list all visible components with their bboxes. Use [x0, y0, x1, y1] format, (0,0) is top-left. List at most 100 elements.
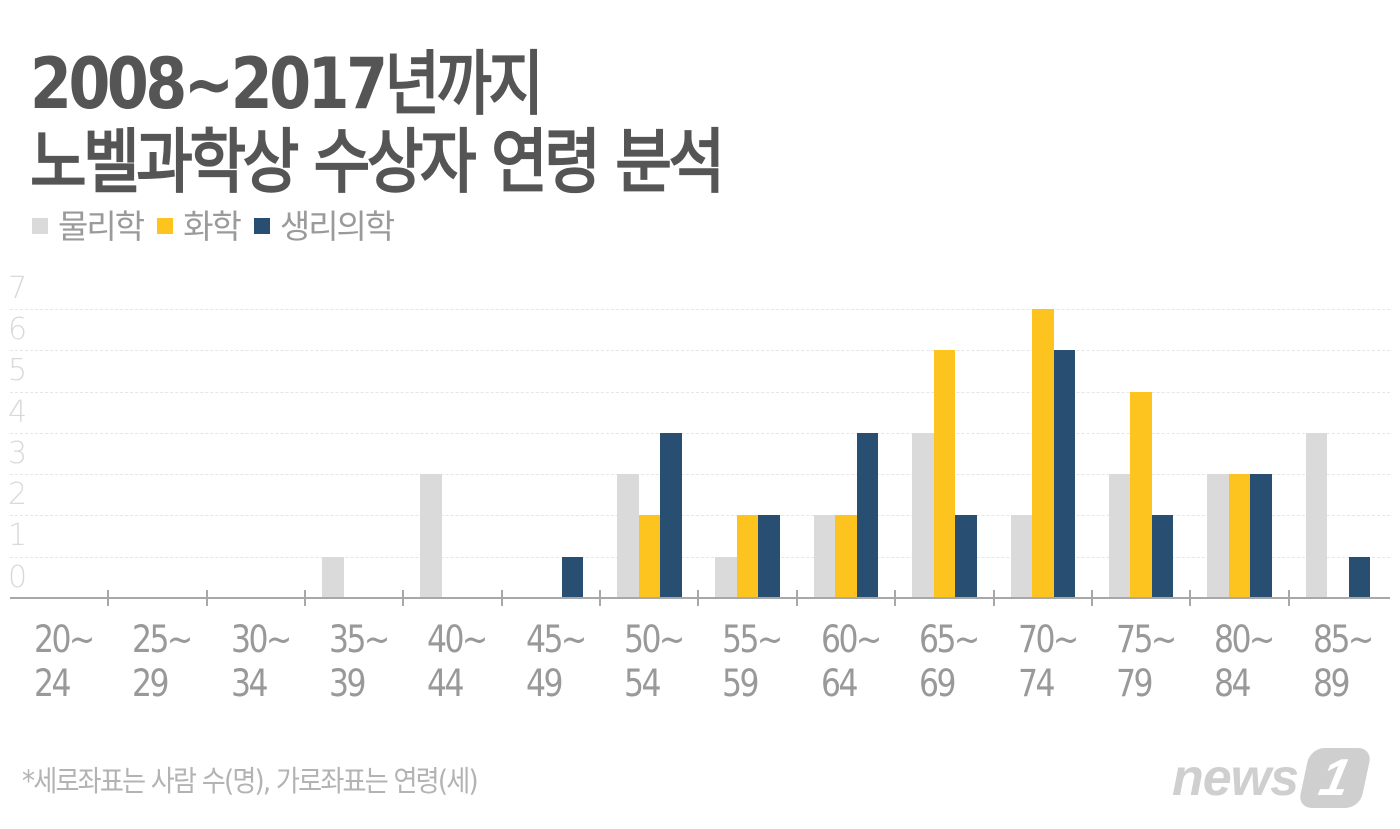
x-tick-label-start: 60~ — [820, 618, 882, 661]
x-tick-label: 35~ 39 — [329, 618, 390, 706]
bar-50~54-series-0 — [617, 474, 639, 598]
legend-label-physics: 물리학 — [58, 207, 145, 246]
y-tick-label: 5 — [8, 353, 28, 389]
news1-logo: news 1 — [1172, 748, 1373, 808]
bar-80~84-series-0 — [1207, 474, 1229, 598]
x-axis-tick — [1090, 590, 1093, 606]
y-tick-label: 3 — [8, 435, 28, 471]
x-tick-label-end: 69 — [919, 662, 956, 705]
bar-70~74-series-0 — [1010, 515, 1032, 598]
x-tick-label-start: 40~ — [427, 618, 488, 661]
bar-55~59-series-0 — [715, 556, 737, 598]
x-tick-label-end: 59 — [722, 662, 759, 705]
legend-item-medicine: 생리의학 — [253, 200, 395, 248]
chart-legend: 물리학 화학 생리의학 — [32, 200, 407, 248]
bar-55~59-series-2 — [758, 515, 780, 598]
x-tick-label-start: 25~ — [132, 618, 193, 661]
x-tick-label-end: 89 — [1312, 662, 1350, 705]
x-axis-tick — [500, 590, 503, 606]
x-tick-label-end: 74 — [1017, 662, 1055, 705]
gridline — [10, 515, 1390, 517]
bar-65~69-series-2 — [955, 515, 977, 598]
x-tick-label: 65~ 69 — [919, 618, 980, 706]
gridline — [10, 391, 1390, 393]
bar-70~74-series-1 — [1032, 308, 1054, 598]
x-axis-tick — [697, 590, 700, 606]
y-tick-label: 6 — [8, 311, 28, 347]
x-axis-tick — [599, 590, 602, 606]
bar-70~74-series-2 — [1053, 350, 1075, 598]
gridline — [10, 556, 1390, 558]
x-axis-tick — [1189, 590, 1192, 606]
bar-60~64-series-2 — [856, 432, 879, 598]
bar-65~69-series-0 — [912, 432, 934, 598]
legend-item-chemistry: 화학 — [157, 200, 242, 248]
bar-55~59-series-1 — [736, 515, 759, 598]
x-tick-label: 75~ 79 — [1115, 618, 1177, 706]
x-axis-tick — [402, 590, 405, 606]
x-tick-label-end: 29 — [132, 662, 169, 705]
x-tick-label-start: 65~ — [919, 618, 980, 661]
x-tick-label: 50~ 54 — [624, 618, 685, 706]
axis-footnote: *세로좌표는 사람 수(명), 가로좌표는 연령(세) — [22, 764, 479, 798]
x-tick-label-end: 44 — [427, 662, 464, 705]
x-tick-label: 70~ 74 — [1017, 618, 1079, 706]
x-tick-label-start: 20~ — [34, 618, 95, 661]
x-tick-label-end: 34 — [230, 662, 268, 705]
x-tick-label-start: 50~ — [624, 618, 685, 661]
bar-85~89-series-2 — [1348, 556, 1371, 598]
x-axis-tick — [205, 590, 208, 606]
bar-85~89-series-0 — [1305, 432, 1328, 598]
legend-label-chemistry: 화학 — [183, 207, 242, 246]
x-tick-label: 85~ 89 — [1312, 618, 1374, 706]
x-axis-line — [10, 597, 1390, 599]
x-tick-label-start: 85~ — [1312, 618, 1374, 661]
x-tick-label-start: 70~ — [1017, 618, 1079, 661]
legend-label-medicine: 생리의학 — [279, 207, 395, 246]
x-axis-tick — [795, 590, 798, 606]
legend-swatch-chemistry-icon — [157, 218, 174, 234]
x-tick-label-end: 49 — [525, 662, 563, 705]
legend-swatch-medicine-icon — [253, 218, 270, 234]
y-tick-label: 2 — [8, 477, 28, 513]
x-tick-label-end: 54 — [624, 662, 661, 705]
gridline — [10, 350, 1390, 352]
bar-60~64-series-0 — [813, 515, 836, 598]
chart-title-line2: 노벨과학상 수상자 연령 분석 — [30, 121, 725, 203]
x-tick-label-start: 35~ — [329, 618, 390, 661]
logo-badge-icon: 1 — [1297, 748, 1373, 808]
x-axis-tick — [304, 590, 307, 606]
x-tick-label-start: 30~ — [230, 618, 292, 661]
x-tick-label-start: 75~ — [1115, 618, 1177, 661]
x-tick-label: 45~ 49 — [525, 618, 587, 706]
x-tick-label: 60~ 64 — [820, 618, 882, 706]
x-tick-label: 55~ 59 — [722, 618, 783, 706]
bar-75~79-series-0 — [1108, 474, 1131, 598]
x-tick-label-end: 79 — [1115, 662, 1153, 705]
y-tick-label: 0 — [8, 559, 28, 595]
bar-40~44-series-0 — [420, 474, 442, 598]
gridline — [10, 432, 1390, 434]
gridline — [10, 474, 1390, 476]
bar-75~79-series-1 — [1130, 391, 1152, 598]
x-tick-label-end: 24 — [34, 662, 71, 705]
legend-swatch-physics-icon — [32, 218, 48, 234]
bar-65~69-series-1 — [933, 350, 956, 598]
bar-75~79-series-2 — [1151, 515, 1174, 598]
bar-35~39-series-0 — [322, 556, 344, 598]
x-tick-label: 30~ 34 — [230, 618, 292, 706]
x-tick-label: 25~ 29 — [132, 618, 193, 706]
x-tick-label: 80~ 84 — [1214, 618, 1275, 706]
x-tick-label-start: 55~ — [722, 618, 783, 661]
y-tick-label: 7 — [8, 270, 28, 306]
x-axis-tick — [992, 590, 995, 606]
logo-badge-number: 1 — [1314, 749, 1356, 807]
x-tick-label-end: 39 — [329, 662, 366, 705]
x-tick-label-end: 64 — [820, 662, 858, 705]
x-axis-tick — [894, 590, 897, 606]
x-axis-tick — [1287, 590, 1290, 606]
x-axis-tick — [107, 590, 110, 606]
bar-80~84-series-1 — [1228, 474, 1251, 598]
logo-wordmark: news — [1172, 749, 1299, 807]
